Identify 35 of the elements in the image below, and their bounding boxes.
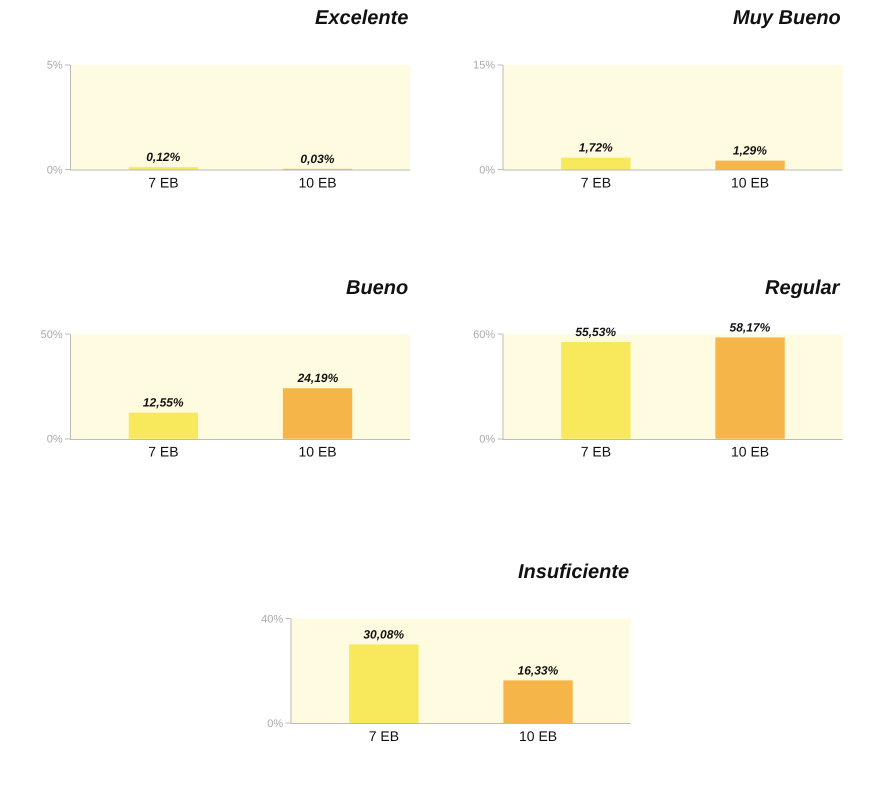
data-label: 1,72% — [578, 140, 614, 155]
chart-title: Excelente — [315, 7, 408, 29]
x-tick-label: 7 EB — [580, 444, 612, 460]
y-tick-label: 60% — [473, 329, 496, 342]
data-label: 0,03% — [300, 152, 335, 166]
x-tick-label: 10 EB — [730, 174, 770, 190]
data-label: 1,29% — [732, 144, 768, 158]
chart-title: Bueno — [346, 277, 408, 299]
y-tick-label: 0% — [479, 164, 496, 176]
x-tick-label: 7 EB — [148, 444, 179, 460]
x-tick-label: 10 EB — [298, 174, 337, 190]
y-tick-label: 40% — [261, 613, 284, 626]
chart-title: Regular — [765, 277, 841, 299]
x-tick-label: 7 EB — [368, 728, 400, 744]
x-tick-label: 7 EB — [580, 174, 612, 190]
y-tick-label: 0% — [267, 718, 284, 730]
x-tick-label: 10 EB — [518, 728, 558, 744]
chart-title: Muy Bueno — [733, 7, 841, 29]
data-label: 16,33% — [518, 663, 559, 678]
chart-title: Insuficiente — [518, 561, 630, 583]
data-label: 55,53% — [575, 324, 616, 339]
data-label: 24,19% — [296, 371, 339, 386]
data-label: 12,55% — [142, 396, 184, 410]
y-tick-label: 5% — [46, 60, 63, 72]
y-tick-label: 0% — [46, 434, 63, 446]
data-label: 0,12% — [146, 150, 181, 164]
data-label: 58,17% — [730, 320, 771, 334]
y-tick-label: 0% — [46, 164, 63, 176]
data-label: 30,08% — [363, 627, 404, 642]
x-tick-label: 10 EB — [298, 444, 337, 460]
y-tick-label: 0% — [479, 434, 496, 446]
x-tick-label: 7 EB — [148, 174, 179, 190]
x-tick-label: 10 EB — [730, 444, 770, 460]
y-tick-label: 50% — [40, 329, 63, 342]
y-tick-label: 15% — [473, 60, 496, 72]
